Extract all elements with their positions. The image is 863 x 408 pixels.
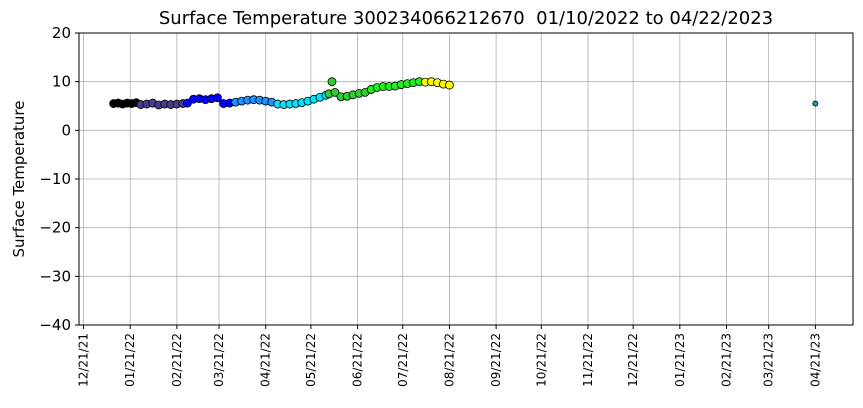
x-tick-label: 04/21/22 xyxy=(259,333,273,387)
x-tick-label: 08/21/22 xyxy=(442,333,456,387)
x-tick-label: 01/21/23 xyxy=(673,333,687,387)
y-tick-label: 10 xyxy=(52,73,71,91)
x-tick-label: 09/21/22 xyxy=(489,333,503,387)
x-tick-label: 03/21/22 xyxy=(212,333,226,387)
data-point xyxy=(213,93,222,103)
x-tick-label: 04/21/23 xyxy=(808,333,822,387)
y-tick-label: −40 xyxy=(39,316,71,334)
x-tick-label: 01/21/22 xyxy=(123,333,137,387)
x-tick-label: 10/21/22 xyxy=(534,333,548,387)
chart-title: Surface Temperature 300234066212670 01/1… xyxy=(159,8,773,29)
y-tick-label: −20 xyxy=(39,219,71,237)
y-tick-label: 0 xyxy=(61,121,71,139)
data-point xyxy=(330,87,340,97)
data-point xyxy=(812,100,819,107)
y-axis-label: Surface Temperature xyxy=(10,101,28,258)
x-tick-label: 03/21/23 xyxy=(762,333,776,387)
plot-frame xyxy=(78,32,854,326)
x-tick-label: 11/21/22 xyxy=(581,333,595,387)
x-tick-label: 02/21/23 xyxy=(720,333,734,387)
x-tick-label: 06/21/22 xyxy=(351,333,365,387)
x-tick-label: 12/21/22 xyxy=(626,333,640,387)
x-tick-label: 12/21/21 xyxy=(77,333,91,387)
y-tick-label: −10 xyxy=(39,170,71,188)
x-tick-label: 07/21/22 xyxy=(396,333,410,387)
y-tick-label: 20 xyxy=(52,24,71,42)
data-point xyxy=(445,80,454,90)
y-tick-label: −30 xyxy=(39,267,71,285)
marks xyxy=(109,77,819,110)
data-point xyxy=(327,77,337,87)
x-tick-label: 02/21/22 xyxy=(170,333,184,387)
x-tick-label: 05/21/22 xyxy=(304,333,318,387)
